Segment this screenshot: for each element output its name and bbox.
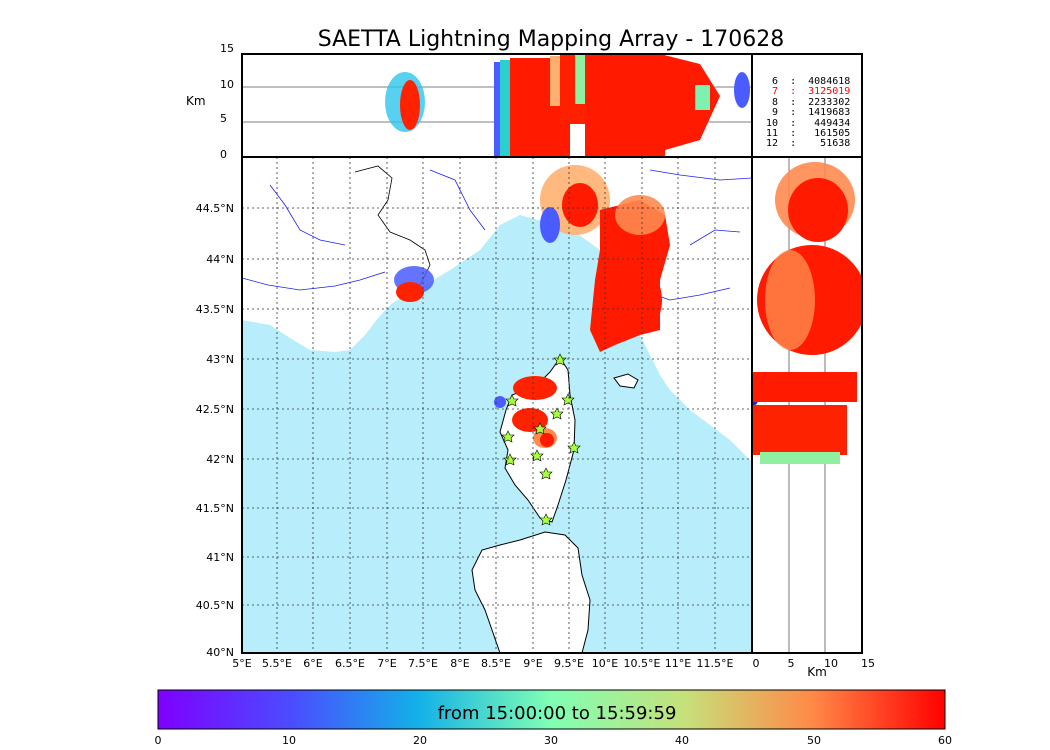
lat-tick: 44°N — [206, 253, 234, 266]
longitude-labels: 5°E 5.5°E 6°E 6.5°E 7°E 7.5°E 8°E 8.5°E … — [232, 657, 733, 670]
right-panel-lightning-sources — [752, 162, 862, 464]
station-marker — [553, 353, 567, 366]
legend-entry: 11 : 161505 — [766, 128, 850, 139]
lat-tick: 43°N — [206, 353, 234, 366]
sardinia-island — [471, 531, 591, 653]
source-count-legend: 6 : 4084618 7 : 3125019 8 : 2233302 9 : … — [751, 53, 863, 158]
top-panel-ylabel: Km — [186, 94, 206, 108]
lon-tick: 9°E — [523, 657, 542, 670]
top-panel-ytick: 5 — [220, 112, 227, 125]
lon-tick: 8°E — [450, 657, 469, 670]
legend-entry: 10 : 449434 — [766, 118, 850, 129]
lat-tick: 40°N — [206, 646, 234, 659]
lon-tick: 5.5°E — [262, 657, 292, 670]
lat-tick: 42°N — [206, 453, 234, 466]
map-graticule — [242, 157, 752, 653]
lat-tick: 44.5°N — [196, 202, 234, 215]
lon-tick: 11°E — [665, 657, 691, 670]
right-panel-xtick: 15 — [861, 657, 875, 670]
station-marker — [505, 394, 519, 407]
map-lightning-sources — [394, 165, 670, 448]
lat-tick: 42.5°N — [196, 403, 234, 416]
colorbar-tick: 20 — [413, 734, 427, 747]
lon-tick: 6.5°E — [335, 657, 365, 670]
right-panel-xtick: 10 — [824, 657, 838, 670]
figure-title: SAETTA Lightning Mapping Array - 170628 — [318, 27, 785, 52]
station-marker — [567, 441, 581, 454]
lon-tick: 10°E — [592, 657, 618, 670]
top-panel-ytick: 15 — [220, 42, 234, 55]
main-map — [241, 156, 753, 654]
lat-tick: 41°N — [206, 551, 234, 564]
top-altitude-panel — [241, 53, 753, 158]
lon-tick: 5°E — [232, 657, 251, 670]
lma-stations — [501, 353, 581, 526]
colorbar-tick: 40 — [675, 734, 689, 747]
legend-entry: 12 : 51638 — [766, 138, 850, 149]
station-marker — [503, 453, 517, 466]
lon-tick: 8.5°E — [481, 657, 511, 670]
station-marker — [550, 407, 564, 420]
colorbar-gradient — [157, 689, 946, 730]
station-marker — [539, 513, 553, 526]
right-panel-xlabel: Km — [807, 665, 827, 679]
station-marker — [501, 430, 515, 443]
station-marker — [539, 467, 553, 480]
station-marker — [533, 422, 547, 435]
right-panel-xtick: 5 — [788, 657, 795, 670]
lon-tick: 7°E — [377, 657, 396, 670]
lon-tick: 7.5°E — [408, 657, 438, 670]
lon-tick: 10.5°E — [624, 657, 661, 670]
right-altitude-panel — [751, 156, 863, 654]
colorbar-tick: 0 — [155, 734, 162, 747]
lon-tick: 9.5°E — [554, 657, 584, 670]
colorbar-tick: 50 — [807, 734, 821, 747]
top-panel-ytick: 0 — [220, 148, 227, 161]
station-marker — [561, 393, 575, 406]
colorbar-label: from 15:00:00 to 15:59:59 — [438, 703, 677, 724]
right-panel-xtick: 0 — [753, 657, 760, 670]
lat-tick: 41.5°N — [196, 502, 234, 515]
latitude-labels: 44.5°N 44°N 43.5°N 43°N 42.5°N 42°N 41.5… — [196, 202, 234, 659]
top-panel-lightning-sources — [385, 54, 750, 157]
colorbar-tick: 60 — [938, 734, 952, 747]
colorbar-tick: 10 — [282, 734, 296, 747]
time-colorbar: from 15:00:00 to 15:59:59 0 10 20 30 40 … — [155, 689, 952, 747]
elba-island — [613, 373, 639, 389]
lon-tick: 11.5°E — [697, 657, 734, 670]
lat-tick: 43.5°N — [196, 303, 234, 316]
lat-tick: 40.5°N — [196, 599, 234, 612]
legend-entry: 8 : 2233302 — [766, 97, 850, 108]
legend-entry: 9 : 1419683 — [766, 107, 850, 118]
colorbar-tick: 30 — [544, 734, 558, 747]
lon-tick: 6°E — [303, 657, 322, 670]
legend-entry: 7 : 3125019 — [766, 86, 850, 97]
legend-entry: 6 : 4084618 — [766, 76, 850, 87]
top-panel-ytick: 10 — [220, 78, 234, 91]
